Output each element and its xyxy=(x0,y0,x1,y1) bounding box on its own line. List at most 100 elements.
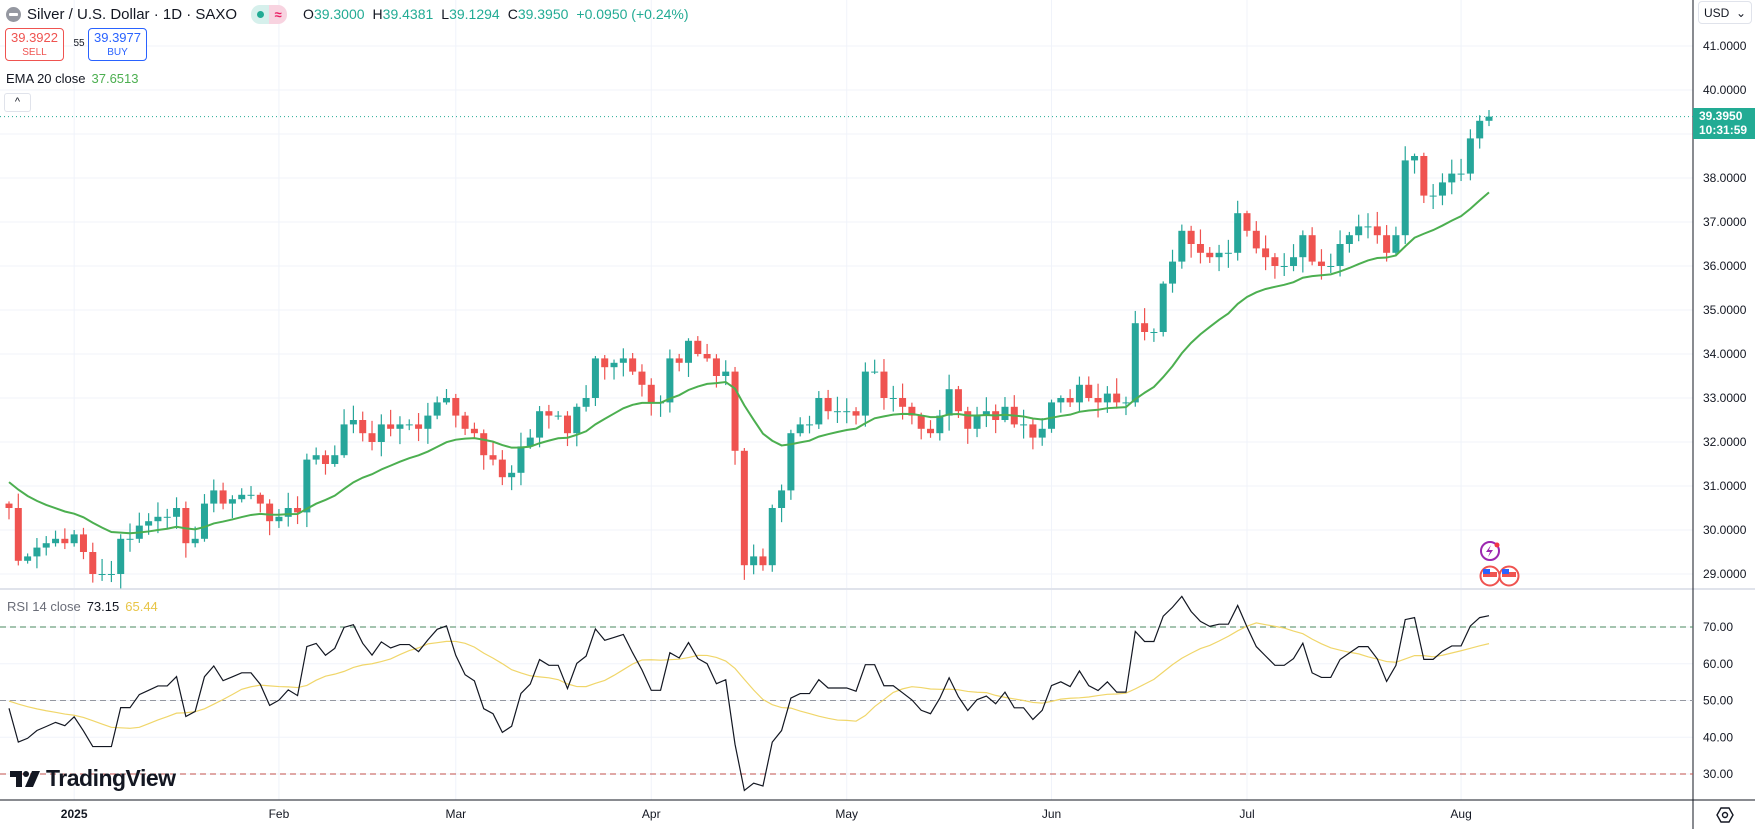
time-tick-label: 2025 xyxy=(61,807,88,821)
current-price: 39.3950 xyxy=(1699,109,1743,123)
candle xyxy=(675,353,683,372)
rsi-line xyxy=(8,595,1490,792)
candle-body xyxy=(945,389,953,416)
candle-body xyxy=(675,358,683,363)
candle-body xyxy=(517,446,525,473)
price-tick-label: 29.0000 xyxy=(1703,567,1747,581)
sell-button[interactable]: 39.3922 SELL xyxy=(5,28,64,61)
candle-body xyxy=(1038,428,1046,438)
chart-settings-icon[interactable] xyxy=(1716,806,1734,824)
candle-body xyxy=(14,508,22,561)
current-price-label: 39.3950 10:31:59 xyxy=(1693,108,1755,139)
candle xyxy=(1169,249,1177,293)
candle xyxy=(1373,211,1381,244)
candle xyxy=(722,360,730,386)
candle xyxy=(619,348,627,377)
candle-body xyxy=(340,424,348,456)
candle xyxy=(1280,253,1288,277)
candle xyxy=(117,534,125,589)
buy-button[interactable]: 39.3977 BUY xyxy=(88,28,147,61)
candle-body xyxy=(1280,266,1288,267)
currency-dropdown[interactable]: USD ⌄ xyxy=(1698,1,1752,24)
candle-body xyxy=(387,424,395,429)
candle xyxy=(14,493,22,566)
candle xyxy=(1020,409,1028,439)
market-open-dot-icon xyxy=(251,4,270,24)
candle-body xyxy=(1299,235,1307,258)
close-label: C xyxy=(507,6,518,22)
candle xyxy=(200,494,208,542)
us-economic-event-icon[interactable] xyxy=(1498,565,1520,587)
candle-body xyxy=(145,521,153,526)
candle-body xyxy=(154,516,162,522)
close-value: 39.3950 xyxy=(517,6,569,22)
candle xyxy=(1150,328,1158,342)
symbol-title[interactable]: Silver / U.S. Dollar · 1D · SAXO xyxy=(27,5,238,23)
candle xyxy=(992,404,1000,434)
candle-body xyxy=(815,398,823,425)
time-tick-label: Feb xyxy=(269,807,290,821)
candle xyxy=(1485,110,1493,127)
candle xyxy=(936,409,944,441)
candle xyxy=(666,349,674,413)
candle xyxy=(377,414,385,457)
rsi-legend[interactable]: RSI 14 close 73.15 65.44 xyxy=(7,599,158,614)
candle-body xyxy=(889,398,897,399)
candle xyxy=(1075,376,1083,413)
candle-body xyxy=(312,455,320,460)
candle xyxy=(759,548,767,571)
candle-body xyxy=(1327,266,1335,267)
us-economic-event-icon[interactable] xyxy=(1479,565,1501,587)
candle xyxy=(1308,227,1316,266)
collapse-legend-button[interactable]: ^ xyxy=(4,93,31,112)
price-tick-label: 32.0000 xyxy=(1703,435,1747,449)
candle xyxy=(1224,239,1232,268)
candle xyxy=(1411,153,1419,174)
candle-body xyxy=(1485,116,1493,121)
candle-body xyxy=(256,494,264,504)
candle-body xyxy=(536,411,544,438)
ema-legend[interactable]: EMA 20 close 37.6513 xyxy=(6,71,139,86)
candle xyxy=(778,484,786,523)
candle-body xyxy=(591,358,599,398)
candle-body xyxy=(321,455,329,464)
candle xyxy=(387,409,395,437)
candle xyxy=(1141,308,1149,341)
candle xyxy=(508,465,516,491)
candle xyxy=(396,416,404,445)
buy-label: BUY xyxy=(107,47,128,58)
candle xyxy=(889,385,897,412)
candle xyxy=(610,359,618,380)
candle-body xyxy=(582,398,590,407)
candle xyxy=(340,409,348,458)
candle xyxy=(1392,226,1400,256)
candle-body xyxy=(1094,398,1102,403)
candle xyxy=(470,422,478,439)
candle xyxy=(1345,231,1353,253)
candle xyxy=(359,411,367,442)
rsi-tick-label: 30.00 xyxy=(1703,767,1733,781)
candle xyxy=(787,429,795,500)
candle-body xyxy=(638,371,646,385)
candle-body xyxy=(294,508,302,513)
candle-body xyxy=(964,411,972,429)
tradingview-logo[interactable]: TradingView xyxy=(10,765,176,792)
candle xyxy=(954,385,962,418)
candle-body xyxy=(433,402,441,416)
logo-text: TradingView xyxy=(46,765,176,791)
rsi-ma-line xyxy=(8,622,1490,729)
market-status-pill[interactable]: ≈ xyxy=(251,4,288,24)
candle-body xyxy=(1336,244,1344,266)
chevron-down-icon: ⌄ xyxy=(1735,5,1746,20)
candle xyxy=(545,404,553,429)
candle xyxy=(182,501,190,558)
earnings-event-icon[interactable] xyxy=(1480,541,1500,561)
candle xyxy=(1010,395,1018,428)
spread-value: 55 xyxy=(73,38,85,49)
candle xyxy=(1234,200,1242,261)
candle xyxy=(982,397,990,428)
time-tick-label: Apr xyxy=(642,807,661,821)
candle-body xyxy=(200,503,208,539)
candle xyxy=(1001,397,1009,423)
